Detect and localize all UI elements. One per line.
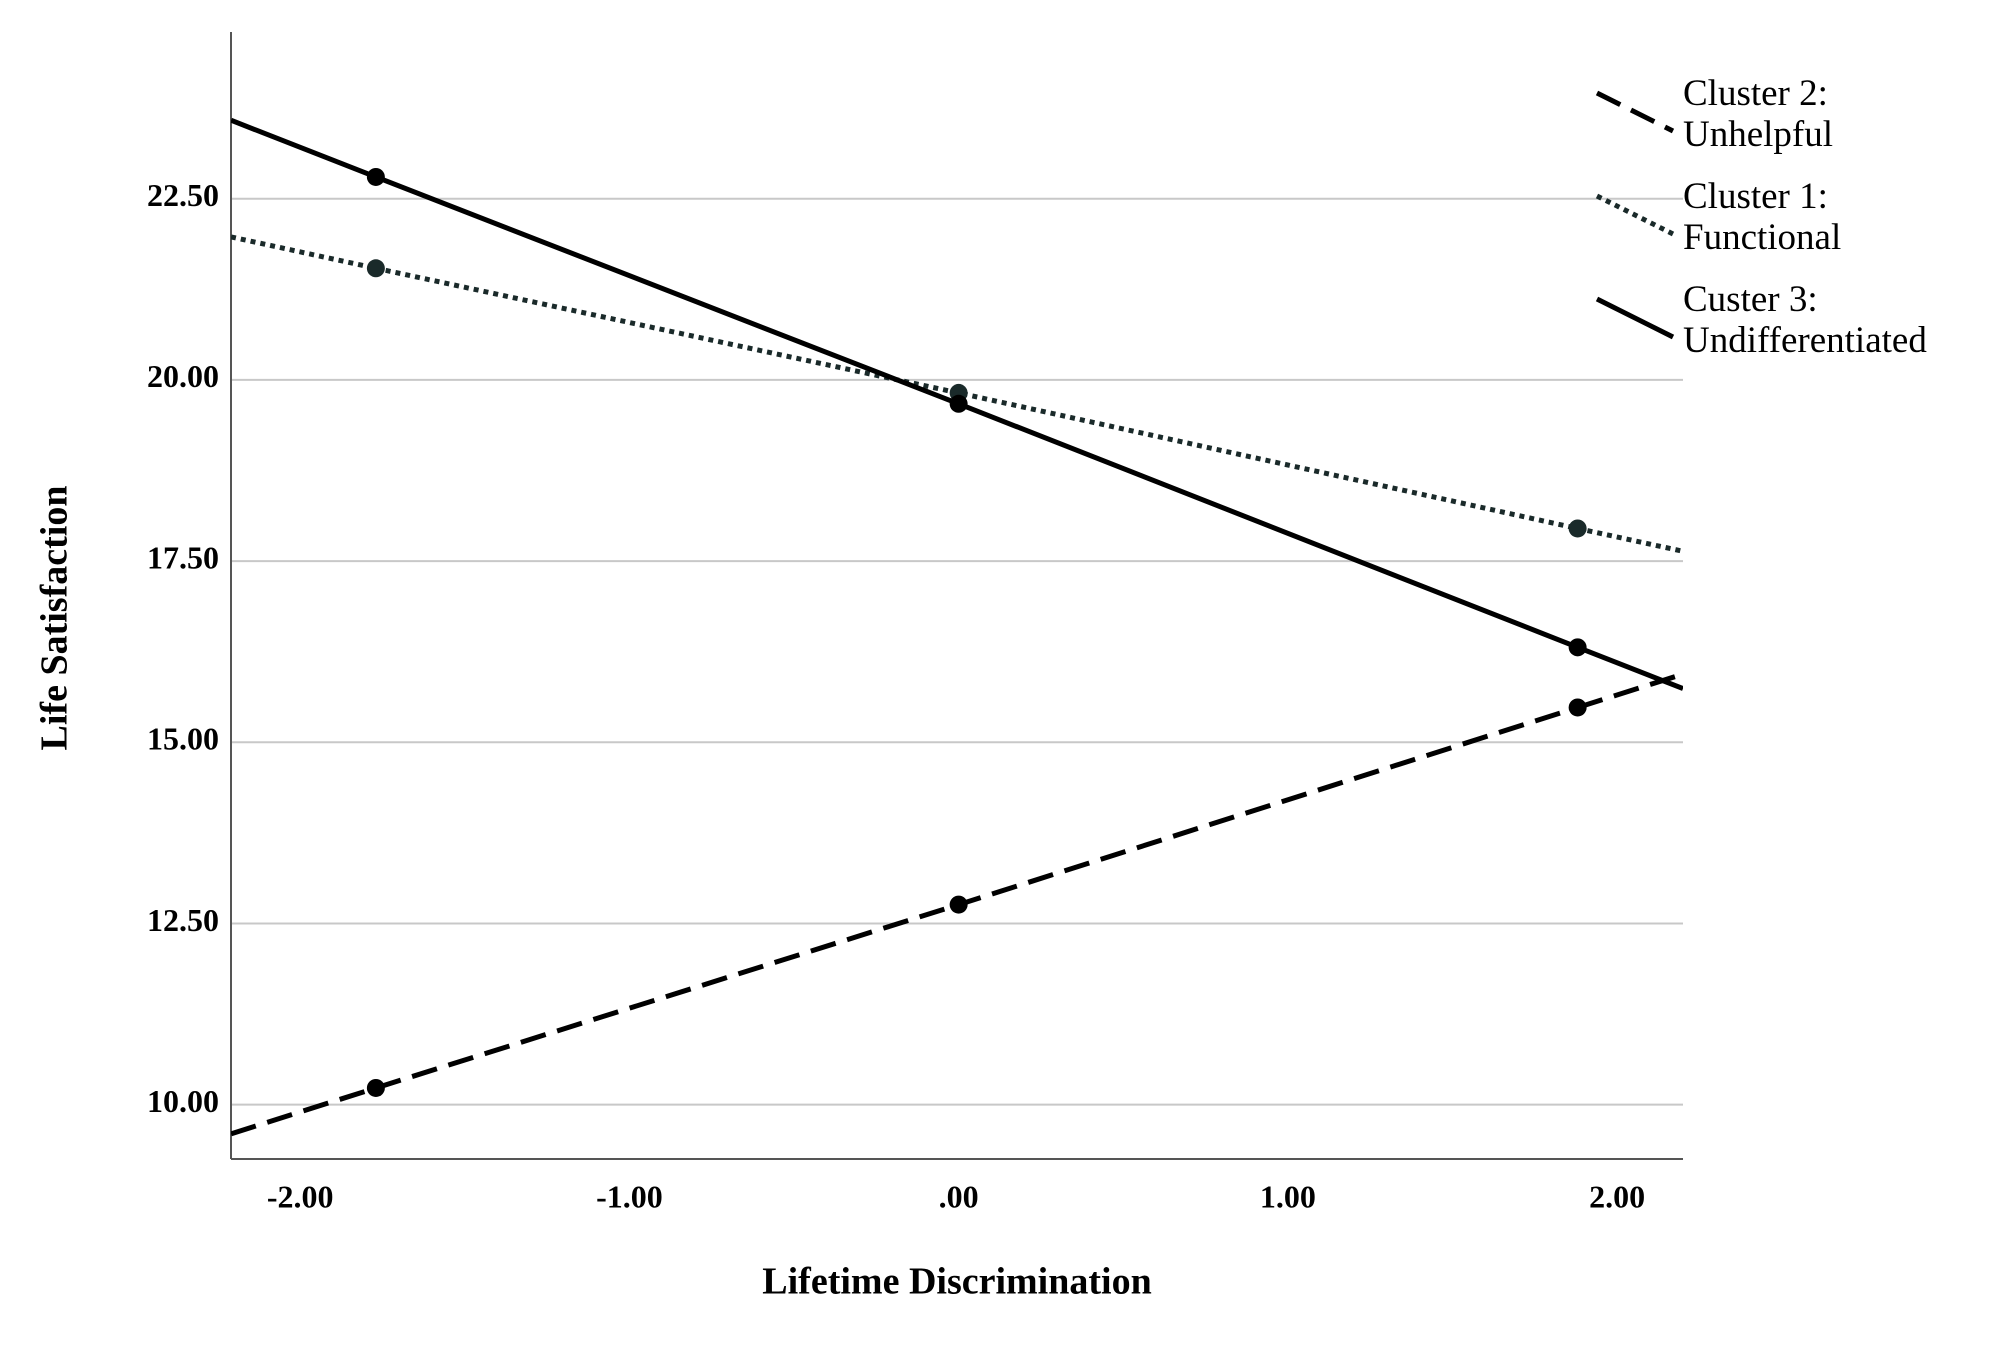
data-point — [949, 394, 968, 413]
plot-area — [231, 117, 1683, 1137]
legend-label: Custer 3: Undifferentiated — [1683, 279, 1927, 361]
legend-swatch — [1595, 193, 1675, 237]
y-tick-label: 17.50 — [147, 539, 219, 575]
line-extension — [1576, 671, 1683, 710]
legend-swatch — [1595, 90, 1675, 134]
y-axis-title: Life Satisfaction — [34, 486, 76, 751]
series-line — [375, 265, 1579, 531]
x-tick-label: .00 — [939, 1178, 979, 1214]
y-tick-label: 15.00 — [147, 721, 219, 757]
x-axis-title: Lifetime Discrimination — [762, 1261, 1151, 1303]
series-line — [375, 705, 1579, 1091]
y-tick-label: 12.50 — [147, 902, 219, 938]
data-point — [1568, 638, 1587, 657]
y-tick-label: 20.00 — [147, 358, 219, 394]
x-tick-label: 1.00 — [1260, 1178, 1316, 1214]
data-point — [1568, 519, 1587, 538]
data-point — [366, 167, 385, 186]
line-extension — [231, 234, 377, 271]
line-extension — [1577, 526, 1683, 554]
x-tick-label: -1.00 — [596, 1178, 663, 1214]
data-point — [949, 895, 968, 914]
line-extension — [231, 1085, 377, 1137]
data-point — [366, 1078, 385, 1097]
x-tick-label: -2.00 — [267, 1178, 334, 1214]
data-point — [366, 259, 385, 278]
line-extension — [1576, 644, 1683, 691]
line-extension — [231, 117, 377, 180]
y-tick-label: 22.50 — [147, 177, 219, 213]
series-line — [374, 174, 1579, 650]
legend-swatch — [1595, 296, 1675, 340]
x-tick-label: 2.00 — [1589, 1178, 1645, 1214]
data-point — [1568, 698, 1587, 717]
legend-label: Cluster 2: Unhelpful — [1683, 73, 1834, 155]
legend-label: Cluster 1: Functional — [1683, 176, 1842, 258]
y-tick-label: 10.00 — [147, 1083, 219, 1119]
